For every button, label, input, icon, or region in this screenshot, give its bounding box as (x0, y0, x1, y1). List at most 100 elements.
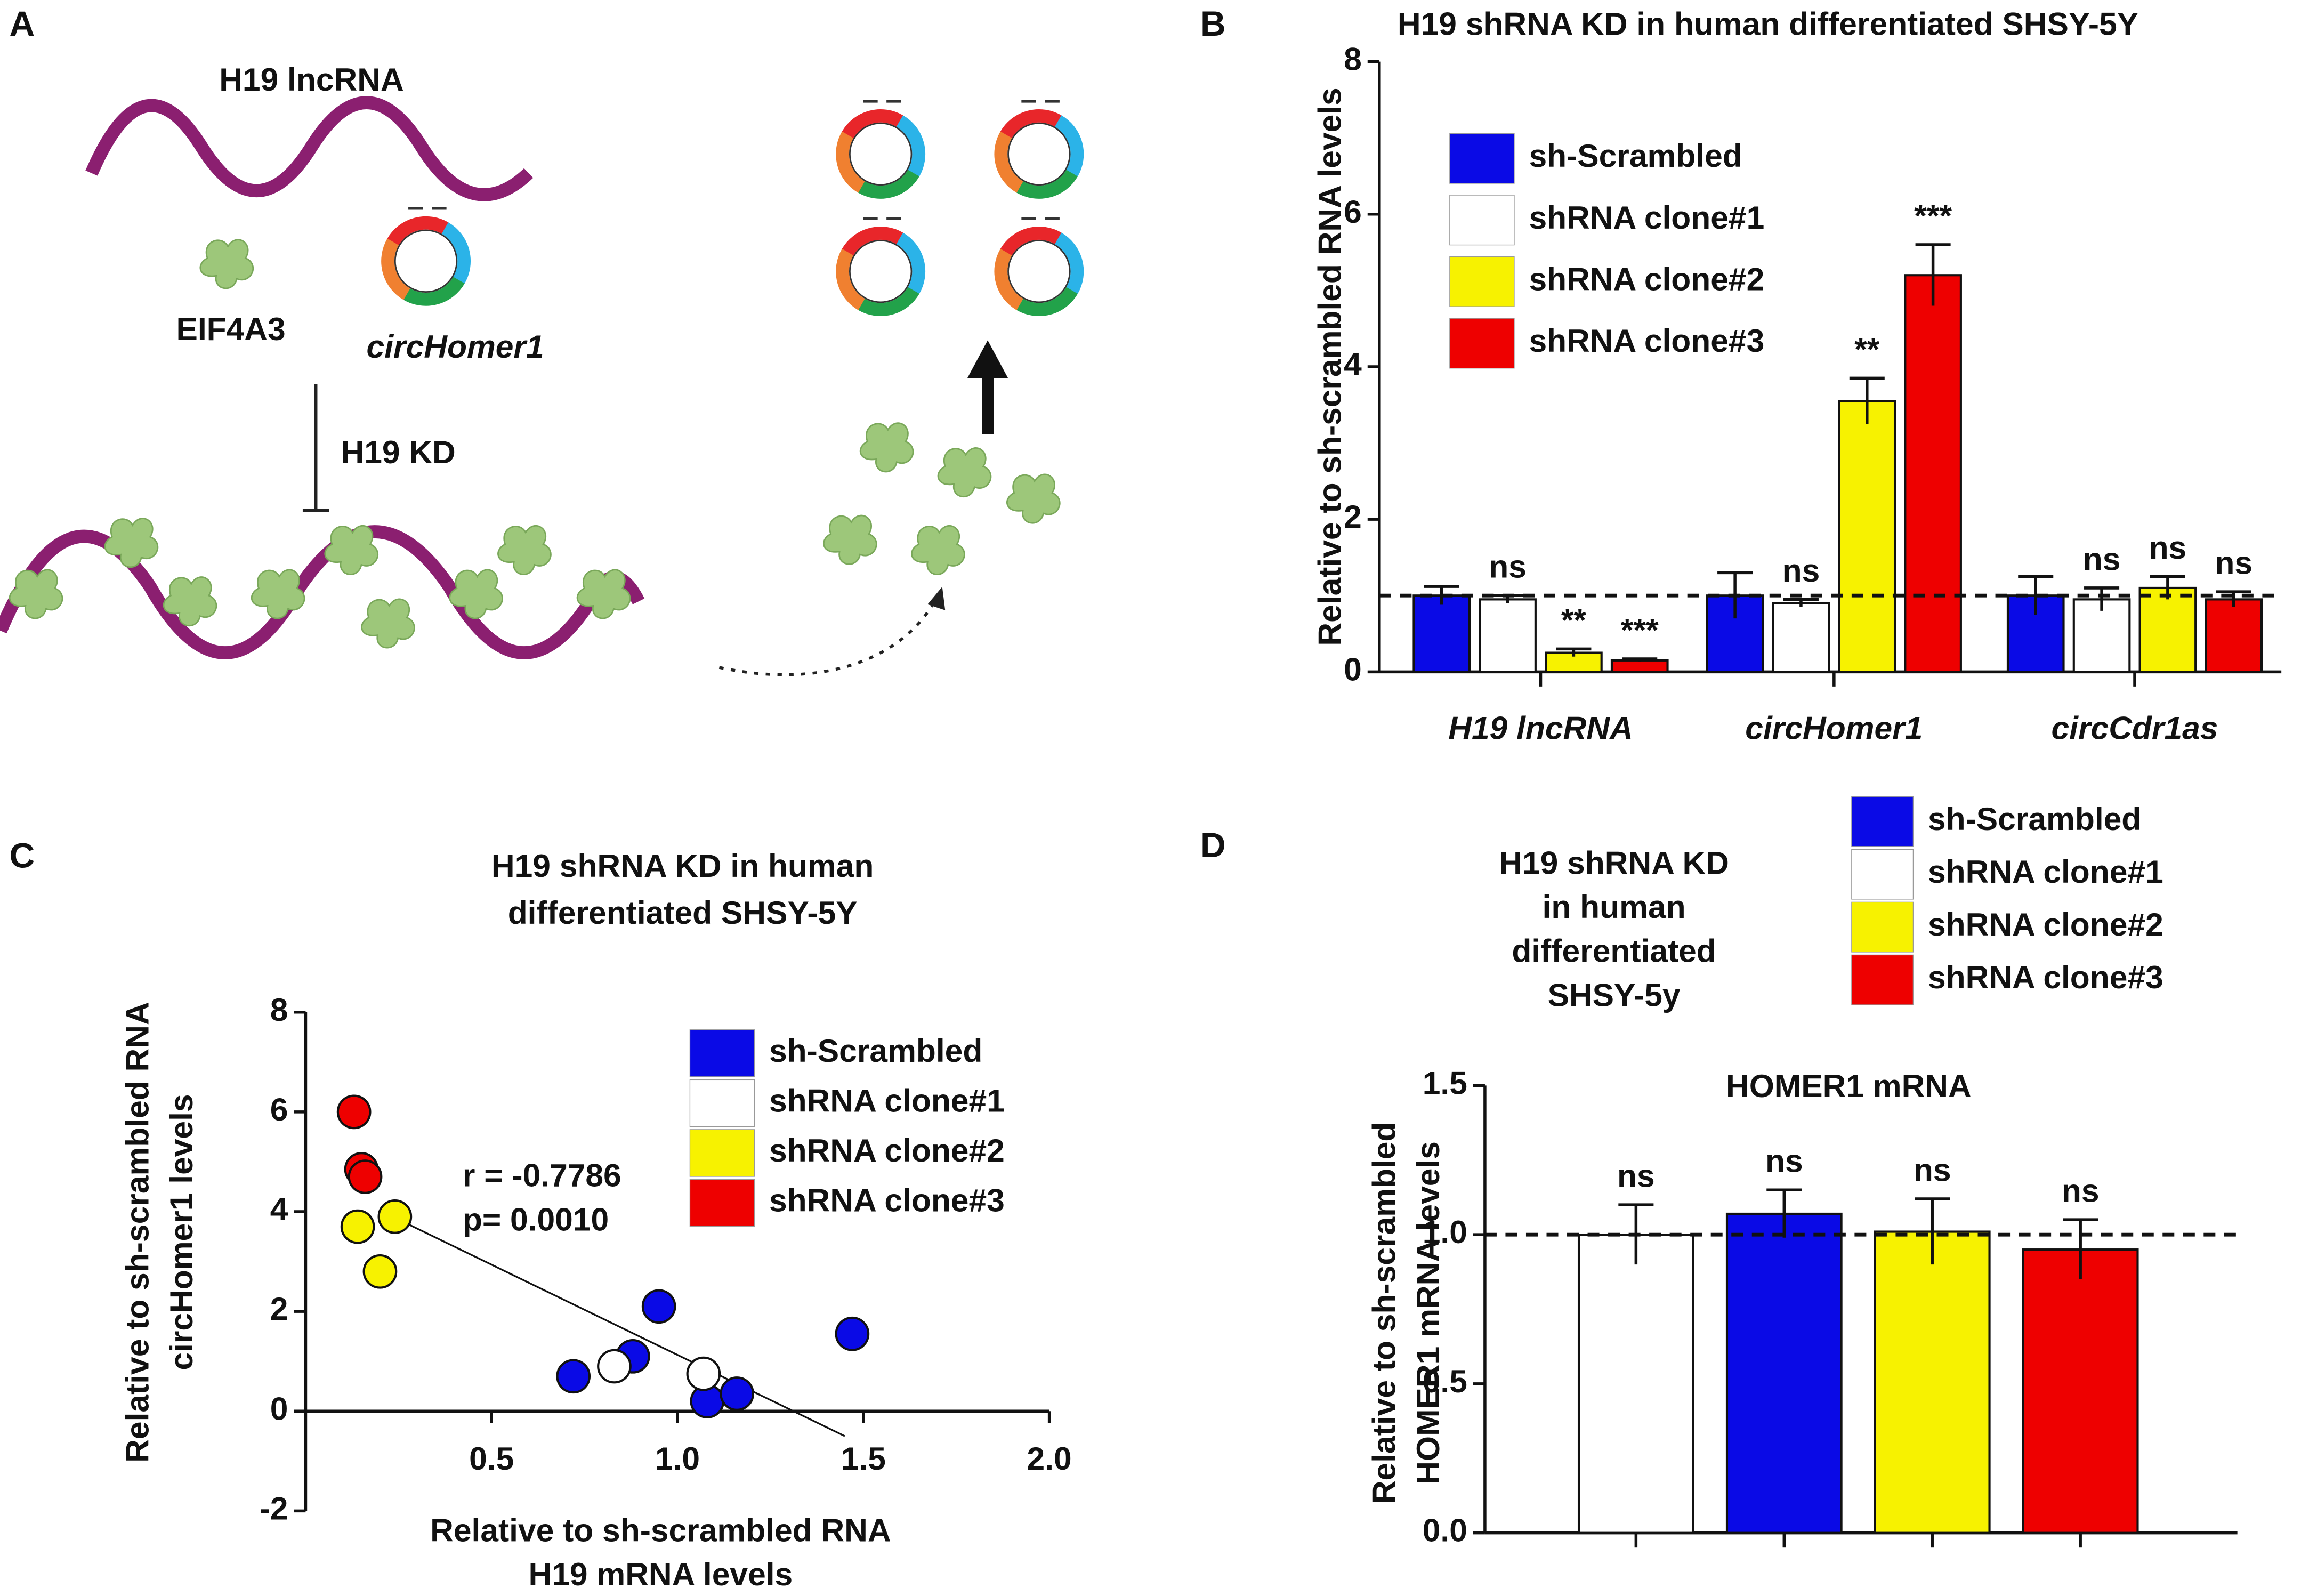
fit-line (387, 1213, 845, 1437)
legend-swatch (1449, 133, 1515, 184)
diagram-label: EIF4A3 (176, 311, 285, 347)
y-tick-label: 0.5 (1423, 1363, 1467, 1399)
panel-label: A (10, 4, 35, 43)
chart-title: in human (1543, 889, 1686, 925)
significance-label: ns (2083, 541, 2121, 577)
significance-label: ns (2062, 1173, 2100, 1209)
point (720, 1376, 754, 1411)
y-tick-label: 8 (1344, 41, 1362, 77)
point (835, 1316, 870, 1351)
significance-label: *** (1914, 197, 1952, 233)
x-tick-label: H19 lncRNA (1448, 710, 1633, 746)
y-tick-label: 4 (270, 1191, 288, 1227)
legend-swatch (689, 1129, 755, 1177)
protein-icon (324, 525, 379, 575)
protein-icon (199, 239, 254, 289)
legend-swatch (1851, 954, 1914, 1005)
bar (1725, 1212, 1843, 1534)
dotted-arrow (718, 598, 938, 676)
legend-label: shRNA clone#3 (769, 1182, 1005, 1219)
point (556, 1359, 591, 1394)
point (336, 1094, 372, 1130)
point (641, 1289, 676, 1324)
significance-label: ** (1854, 331, 1880, 367)
legend-label: shRNA clone#1 (1529, 199, 1764, 236)
legend-swatch (1851, 796, 1914, 847)
circrna-icon (987, 101, 1091, 206)
chart-title: differentiated (1512, 933, 1716, 969)
y-tick-label: 0.0 (1423, 1512, 1467, 1549)
bar (2022, 1248, 2139, 1534)
legend-swatch (689, 1029, 755, 1077)
point (686, 1356, 721, 1391)
bar (1706, 594, 1764, 673)
x-tick-label: 1.5 (841, 1440, 886, 1477)
lncrna-wave (85, 96, 534, 201)
significance-label: ns (1617, 1158, 1655, 1194)
significance-label: ns (2149, 529, 2187, 566)
point (340, 1209, 375, 1244)
legend-label: shRNA clone#2 (769, 1132, 1005, 1168)
diagram: H19 lncRNA EIF4A3 circHomer1 H19 KD (0, 61, 1091, 676)
chart-title: SHSY-5y (1548, 977, 1681, 1013)
point (377, 1199, 413, 1234)
protein-icon (104, 518, 159, 568)
y-axis-label: Relative to sh-scrambled RNA levels (1312, 87, 1348, 646)
x-axis-label: Relative to sh-scrambled RNA (430, 1512, 891, 1549)
protein-icon (361, 598, 415, 649)
chart-title: H19 shRNA KD (1499, 845, 1729, 881)
y-tick-label: 2 (270, 1291, 288, 1327)
legend-label: shRNA clone#3 (1529, 323, 1764, 359)
protein-icon (911, 525, 965, 575)
chart-title: differentiated SHSY-5Y (508, 894, 858, 931)
legend-swatch (1449, 318, 1515, 369)
significance-label: ns (1914, 1151, 1951, 1188)
legend-swatch (689, 1079, 755, 1127)
legend-swatch (1851, 849, 1914, 900)
significance-label: ns (1765, 1143, 1803, 1179)
legend-swatch (689, 1179, 755, 1227)
y-tick-label: 1.0 (1423, 1214, 1467, 1250)
significance-label: ns (1489, 549, 1527, 585)
x-tick-label: 1.0 (655, 1440, 700, 1477)
point (348, 1159, 383, 1194)
protein-icon (823, 514, 877, 565)
y-axis-label: Relative to sh-scrambled (1366, 1122, 1402, 1504)
bar (2205, 598, 2263, 673)
circrna-icon (987, 219, 1091, 324)
chart-subtitle: HOMER1 mRNA (1726, 1068, 1972, 1104)
y-tick-label: 8 (270, 992, 288, 1028)
point (362, 1254, 398, 1289)
significance-label: *** (1621, 611, 1659, 648)
bar (1838, 400, 1896, 673)
significance-label: ns (2215, 545, 2252, 581)
diagram-label: circHomer1 (367, 328, 544, 365)
panel-label: B (1200, 4, 1226, 43)
legend-swatch (1851, 901, 1914, 953)
y-tick-label: 0 (270, 1390, 288, 1426)
protein-icon (497, 525, 552, 575)
legend-swatch (1449, 195, 1515, 246)
panel-label: D (1200, 825, 1226, 865)
circrna-icon (374, 208, 478, 313)
chart-title: H19 shRNA KD in human differentiated SHS… (1398, 6, 2138, 42)
y-tick-label: 1.5 (1423, 1065, 1467, 1101)
legend-label: shRNA clone#2 (1928, 906, 2163, 942)
bar (2138, 586, 2197, 673)
bar (1479, 598, 1537, 673)
chart-title: H19 shRNA KD in human (491, 848, 874, 884)
circrna-icon (828, 219, 932, 324)
legend-label: shRNA clone#1 (769, 1082, 1005, 1118)
y-axis-label: Relative to sh-scrambled RNA (119, 1002, 155, 1463)
bar (1874, 1230, 1991, 1534)
protein-icon (937, 447, 992, 498)
diagram-label: H19 lncRNA (219, 61, 403, 98)
bar (1904, 274, 1962, 673)
protein-icon (251, 569, 305, 619)
x-tick-label: circHomer1 (1745, 710, 1923, 746)
bar (1772, 602, 1830, 673)
significance-label: ** (1561, 602, 1587, 638)
y-tick-label: 4 (1344, 346, 1362, 382)
annotation: p= 0.0010 (463, 1201, 609, 1237)
